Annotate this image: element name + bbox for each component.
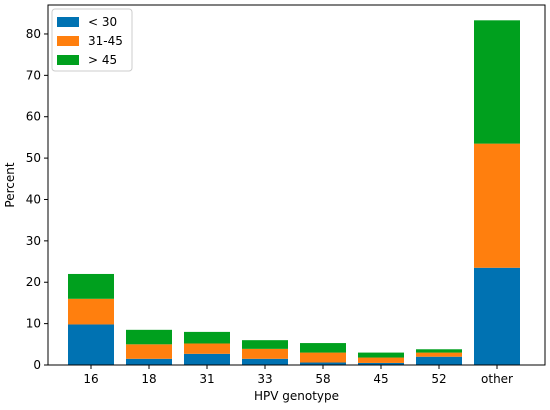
- bar-58-series-0: [300, 362, 346, 365]
- y-axis-label: Percent: [3, 162, 17, 207]
- y-tick-label: 10: [26, 317, 41, 331]
- x-tick-label: 33: [257, 372, 272, 386]
- bar-other-series-0: [474, 267, 520, 365]
- y-tick-label: 80: [26, 27, 41, 41]
- x-axis: 16 18 31 33 58 45 52 other: [83, 365, 513, 386]
- x-tick-label: 18: [141, 372, 156, 386]
- bar-58-series-2: [300, 343, 346, 353]
- legend-entry-label: 31-45: [88, 34, 123, 48]
- bar-52-series-2: [416, 349, 462, 353]
- x-axis-label: HPV genotype: [254, 389, 339, 403]
- bars-group: [68, 20, 520, 365]
- y-tick-label: 40: [26, 192, 41, 206]
- bar-33-series-0: [242, 358, 288, 365]
- bar-16-series-2: [68, 273, 114, 299]
- legend-swatch: [57, 17, 79, 27]
- bar-16-series-0: [68, 324, 114, 365]
- y-tick-label: 50: [26, 151, 41, 165]
- bar-other-series-1: [474, 143, 520, 268]
- bar-31-series-0: [184, 353, 230, 365]
- x-tick-label: 45: [373, 372, 388, 386]
- bar-other-series-2: [474, 20, 520, 144]
- bar-33-series-2: [242, 340, 288, 349]
- bar-45-series-0: [358, 362, 404, 365]
- legend-swatch: [57, 36, 79, 46]
- x-tick-label: 31: [199, 372, 214, 386]
- y-axis: 0 10 20 30 40 50 60 70 80: [26, 27, 48, 372]
- y-tick-label: 20: [26, 275, 41, 289]
- legend: < 30 31-45 > 45: [51, 8, 133, 72]
- legend-entry-label: > 45: [88, 53, 117, 67]
- bar-58-series-1: [300, 352, 346, 363]
- bar-52-series-1: [416, 352, 462, 357]
- bar-16-series-1: [68, 298, 114, 325]
- bar-18-series-0: [126, 358, 172, 365]
- bar-45-series-2: [358, 352, 404, 358]
- x-tick-label: 58: [315, 372, 330, 386]
- y-tick-label: 60: [26, 110, 41, 124]
- y-tick-label: 0: [33, 358, 41, 372]
- bar-31-series-2: [184, 331, 230, 344]
- y-tick-label: 30: [26, 234, 41, 248]
- bar-52-series-0: [416, 356, 462, 365]
- x-tick-label: other: [481, 372, 513, 386]
- bar-18-series-2: [126, 329, 172, 345]
- x-tick-label: 16: [83, 372, 98, 386]
- x-tick-label: 52: [431, 372, 446, 386]
- bar-18-series-1: [126, 344, 172, 359]
- legend-swatch: [57, 55, 79, 65]
- bar-31-series-1: [184, 343, 230, 354]
- legend-entry-label: < 30: [88, 15, 117, 29]
- plot-frame: [47, 4, 546, 366]
- bar-33-series-1: [242, 348, 288, 359]
- y-tick-label: 70: [26, 68, 41, 82]
- bar-45-series-1: [358, 357, 404, 363]
